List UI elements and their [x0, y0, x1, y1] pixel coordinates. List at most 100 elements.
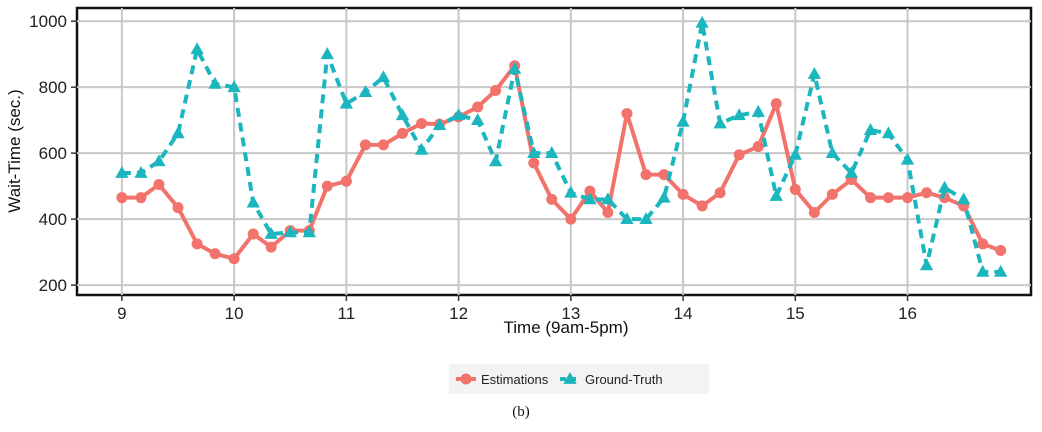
- data-point: [882, 192, 894, 204]
- data-point: [620, 212, 634, 225]
- data-point: [172, 202, 184, 214]
- data-point: [976, 264, 990, 277]
- data-point: [770, 98, 782, 110]
- data-point: [902, 192, 914, 204]
- data-point: [583, 192, 597, 205]
- y-tick-label: 600: [39, 144, 67, 163]
- data-point: [208, 76, 222, 89]
- data-point: [788, 147, 802, 160]
- legend-label: Estimations: [481, 372, 549, 387]
- data-point: [264, 226, 278, 239]
- data-point: [228, 253, 240, 265]
- series-line: [121, 20, 1001, 274]
- data-point: [358, 85, 373, 98]
- y-tick-label: 800: [39, 78, 67, 97]
- legend-marker: [563, 372, 577, 384]
- axes-layer: 9 10 11 12 13 14 15 16 200 400 600 800 1000: [29, 12, 917, 323]
- data-point: [247, 228, 259, 240]
- data-point: [320, 47, 334, 60]
- y-axis-title: Wait-Time (sec.): [5, 89, 24, 212]
- data-point: [153, 178, 165, 190]
- data-point: [265, 241, 277, 253]
- x-tick-label: 14: [674, 304, 693, 323]
- data-point: [584, 185, 596, 197]
- data-point: [977, 238, 989, 250]
- data-point: [546, 193, 558, 205]
- data-point: [676, 114, 690, 127]
- data-point: [171, 126, 185, 139]
- data-point: [696, 200, 708, 212]
- series-ground-truth: [115, 15, 1008, 277]
- data-point: [340, 175, 352, 187]
- data-point: [957, 192, 971, 205]
- x-tick-label: 15: [786, 304, 805, 323]
- data-point: [733, 149, 745, 161]
- x-tick-label: 16: [898, 304, 917, 323]
- data-point: [639, 212, 653, 225]
- data-point: [769, 189, 783, 201]
- legend: Estimations Ground-Truth: [449, 364, 709, 394]
- data-point: [472, 101, 484, 113]
- data-point: [527, 146, 541, 159]
- data-point: [115, 165, 129, 178]
- data-point: [658, 169, 670, 181]
- data-point: [116, 192, 128, 204]
- data-point: [881, 126, 896, 139]
- data-point: [488, 154, 503, 167]
- figure-caption: (b): [512, 404, 530, 420]
- data-point: [414, 142, 429, 155]
- data-point: [209, 248, 221, 260]
- legend-marker: [460, 373, 472, 385]
- data-point: [919, 258, 934, 271]
- data-point: [844, 165, 859, 178]
- x-axis-title: Time (9am-5pm): [504, 318, 629, 337]
- data-point: [377, 139, 389, 151]
- data-point: [432, 118, 447, 131]
- data-point: [490, 84, 502, 96]
- y-tick-label: 1000: [29, 12, 67, 31]
- data-point: [191, 238, 203, 250]
- data-point: [677, 188, 689, 200]
- grid-lines: [77, 8, 1031, 295]
- data-point: [545, 146, 559, 159]
- data-point: [921, 187, 933, 199]
- data-point: [732, 108, 746, 121]
- series-estimations: [116, 60, 1007, 265]
- data-point: [339, 96, 354, 109]
- data-point: [359, 139, 371, 151]
- legend-label: Ground-Truth: [585, 372, 663, 387]
- data-point: [789, 183, 801, 195]
- data-point: [865, 192, 877, 204]
- data-point: [807, 66, 822, 79]
- data-point: [246, 195, 260, 208]
- data-point: [135, 192, 147, 204]
- data-point: [190, 42, 204, 55]
- data-point: [808, 207, 820, 219]
- y-tick-label: 200: [39, 276, 67, 295]
- x-tick-label: 13: [561, 304, 580, 323]
- data-point: [695, 15, 709, 28]
- x-tick-label: 11: [338, 304, 356, 323]
- data-point: [752, 141, 764, 153]
- data-point: [395, 108, 410, 121]
- data-point: [937, 180, 952, 193]
- data-point: [471, 113, 485, 126]
- data-point: [564, 185, 578, 198]
- data-point: [134, 165, 148, 178]
- data-point: [994, 264, 1008, 277]
- data-point: [283, 225, 297, 238]
- data-point: [826, 188, 838, 200]
- data-point: [528, 157, 540, 169]
- y-tick-label: 400: [39, 210, 67, 229]
- data-point: [396, 127, 408, 139]
- legend-background: [449, 364, 709, 394]
- data-point: [451, 108, 466, 121]
- x-tick-label: 12: [449, 304, 468, 323]
- x-tick-label: 10: [225, 304, 244, 323]
- data-point: [416, 117, 428, 129]
- data-point: [602, 207, 614, 219]
- data-point: [376, 70, 391, 83]
- data-point: [825, 146, 839, 159]
- data-point: [302, 225, 316, 238]
